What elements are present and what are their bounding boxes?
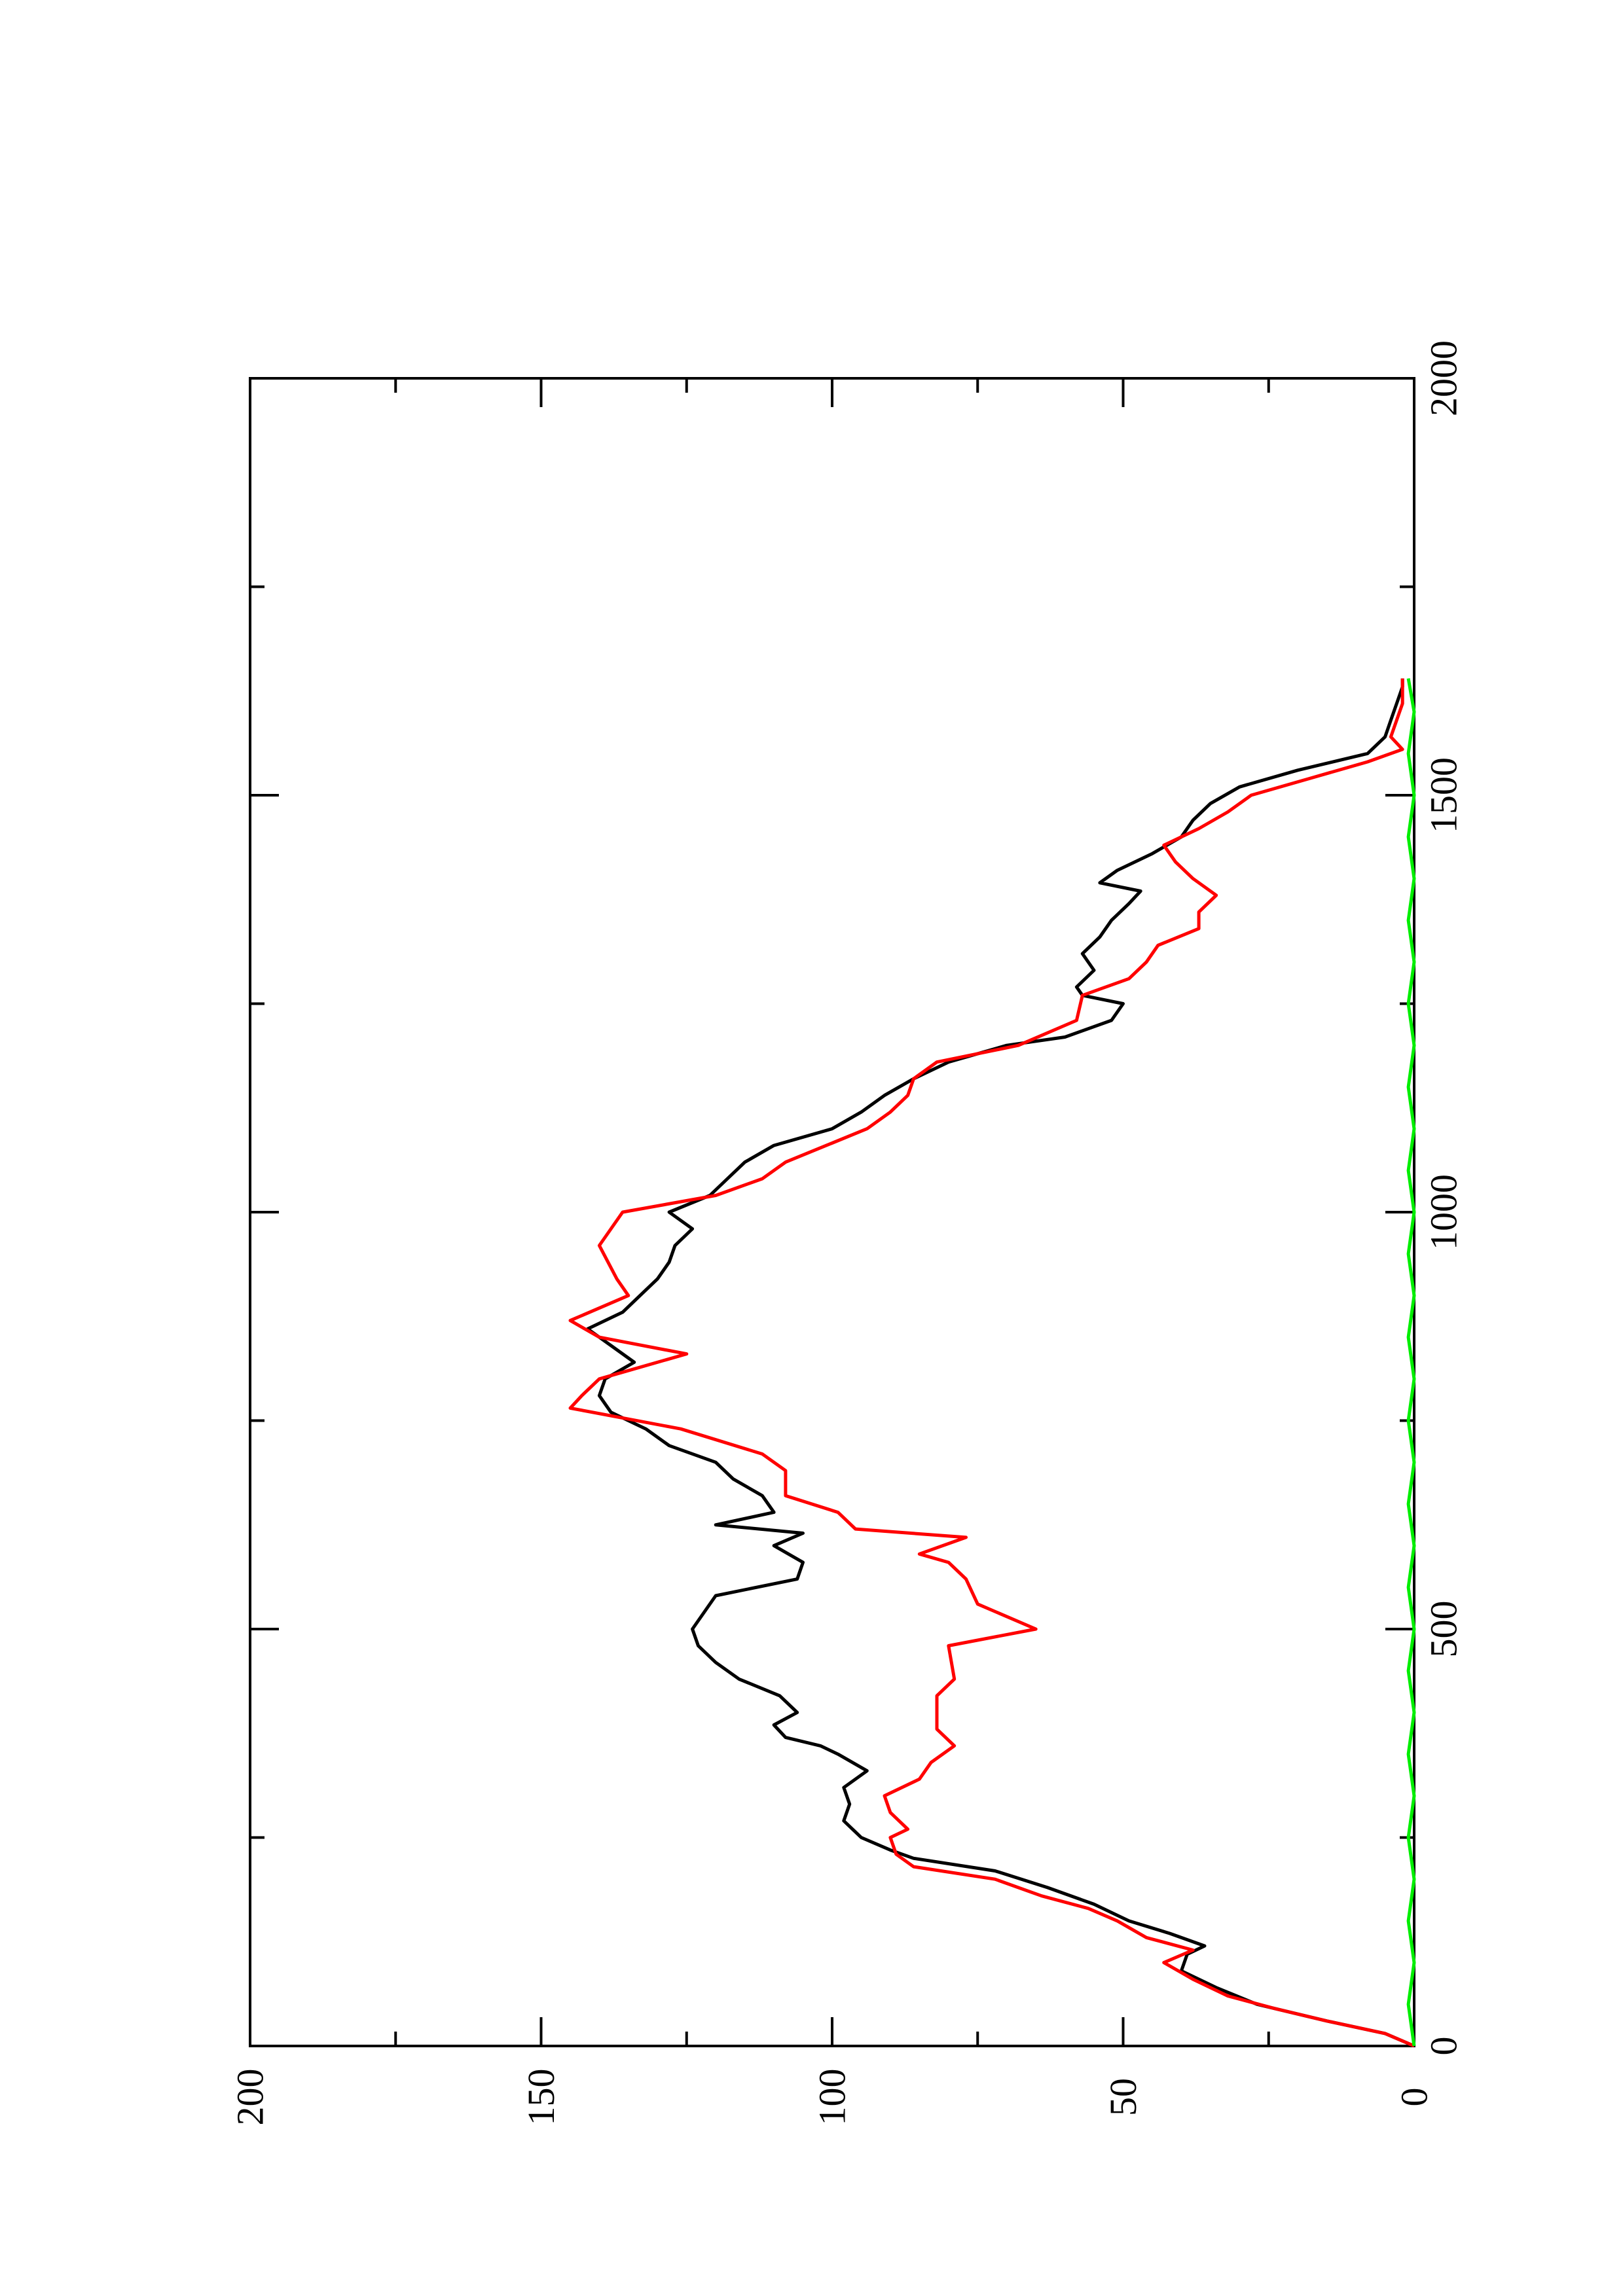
x-tick-label: 0 [1423, 2037, 1465, 2056]
series-layer [568, 678, 1416, 2048]
series-line-3 [1406, 678, 1416, 2047]
y-tick-label: 100 [811, 2069, 854, 2126]
tick-marks [249, 377, 1415, 2047]
plot-frame [249, 377, 1415, 2047]
x-tick-label: 2000 [1423, 340, 1465, 416]
y-tick-label: 150 [520, 2069, 562, 2126]
x-tick-label: 1500 [1423, 757, 1465, 833]
x-tick-label: 500 [1423, 1601, 1465, 1658]
y-tick-label: 0 [1393, 2088, 1436, 2107]
x-tick-label: 1000 [1423, 1174, 1465, 1250]
y-tick-label: 200 [229, 2069, 272, 2126]
y-tick-label: 50 [1102, 2078, 1144, 2116]
series-line-1 [586, 678, 1415, 2048]
tick-labels: 0 500 1000 1500 2000 0 50 100 150 200 [229, 340, 1465, 2126]
series-line-2 [568, 678, 1415, 2048]
